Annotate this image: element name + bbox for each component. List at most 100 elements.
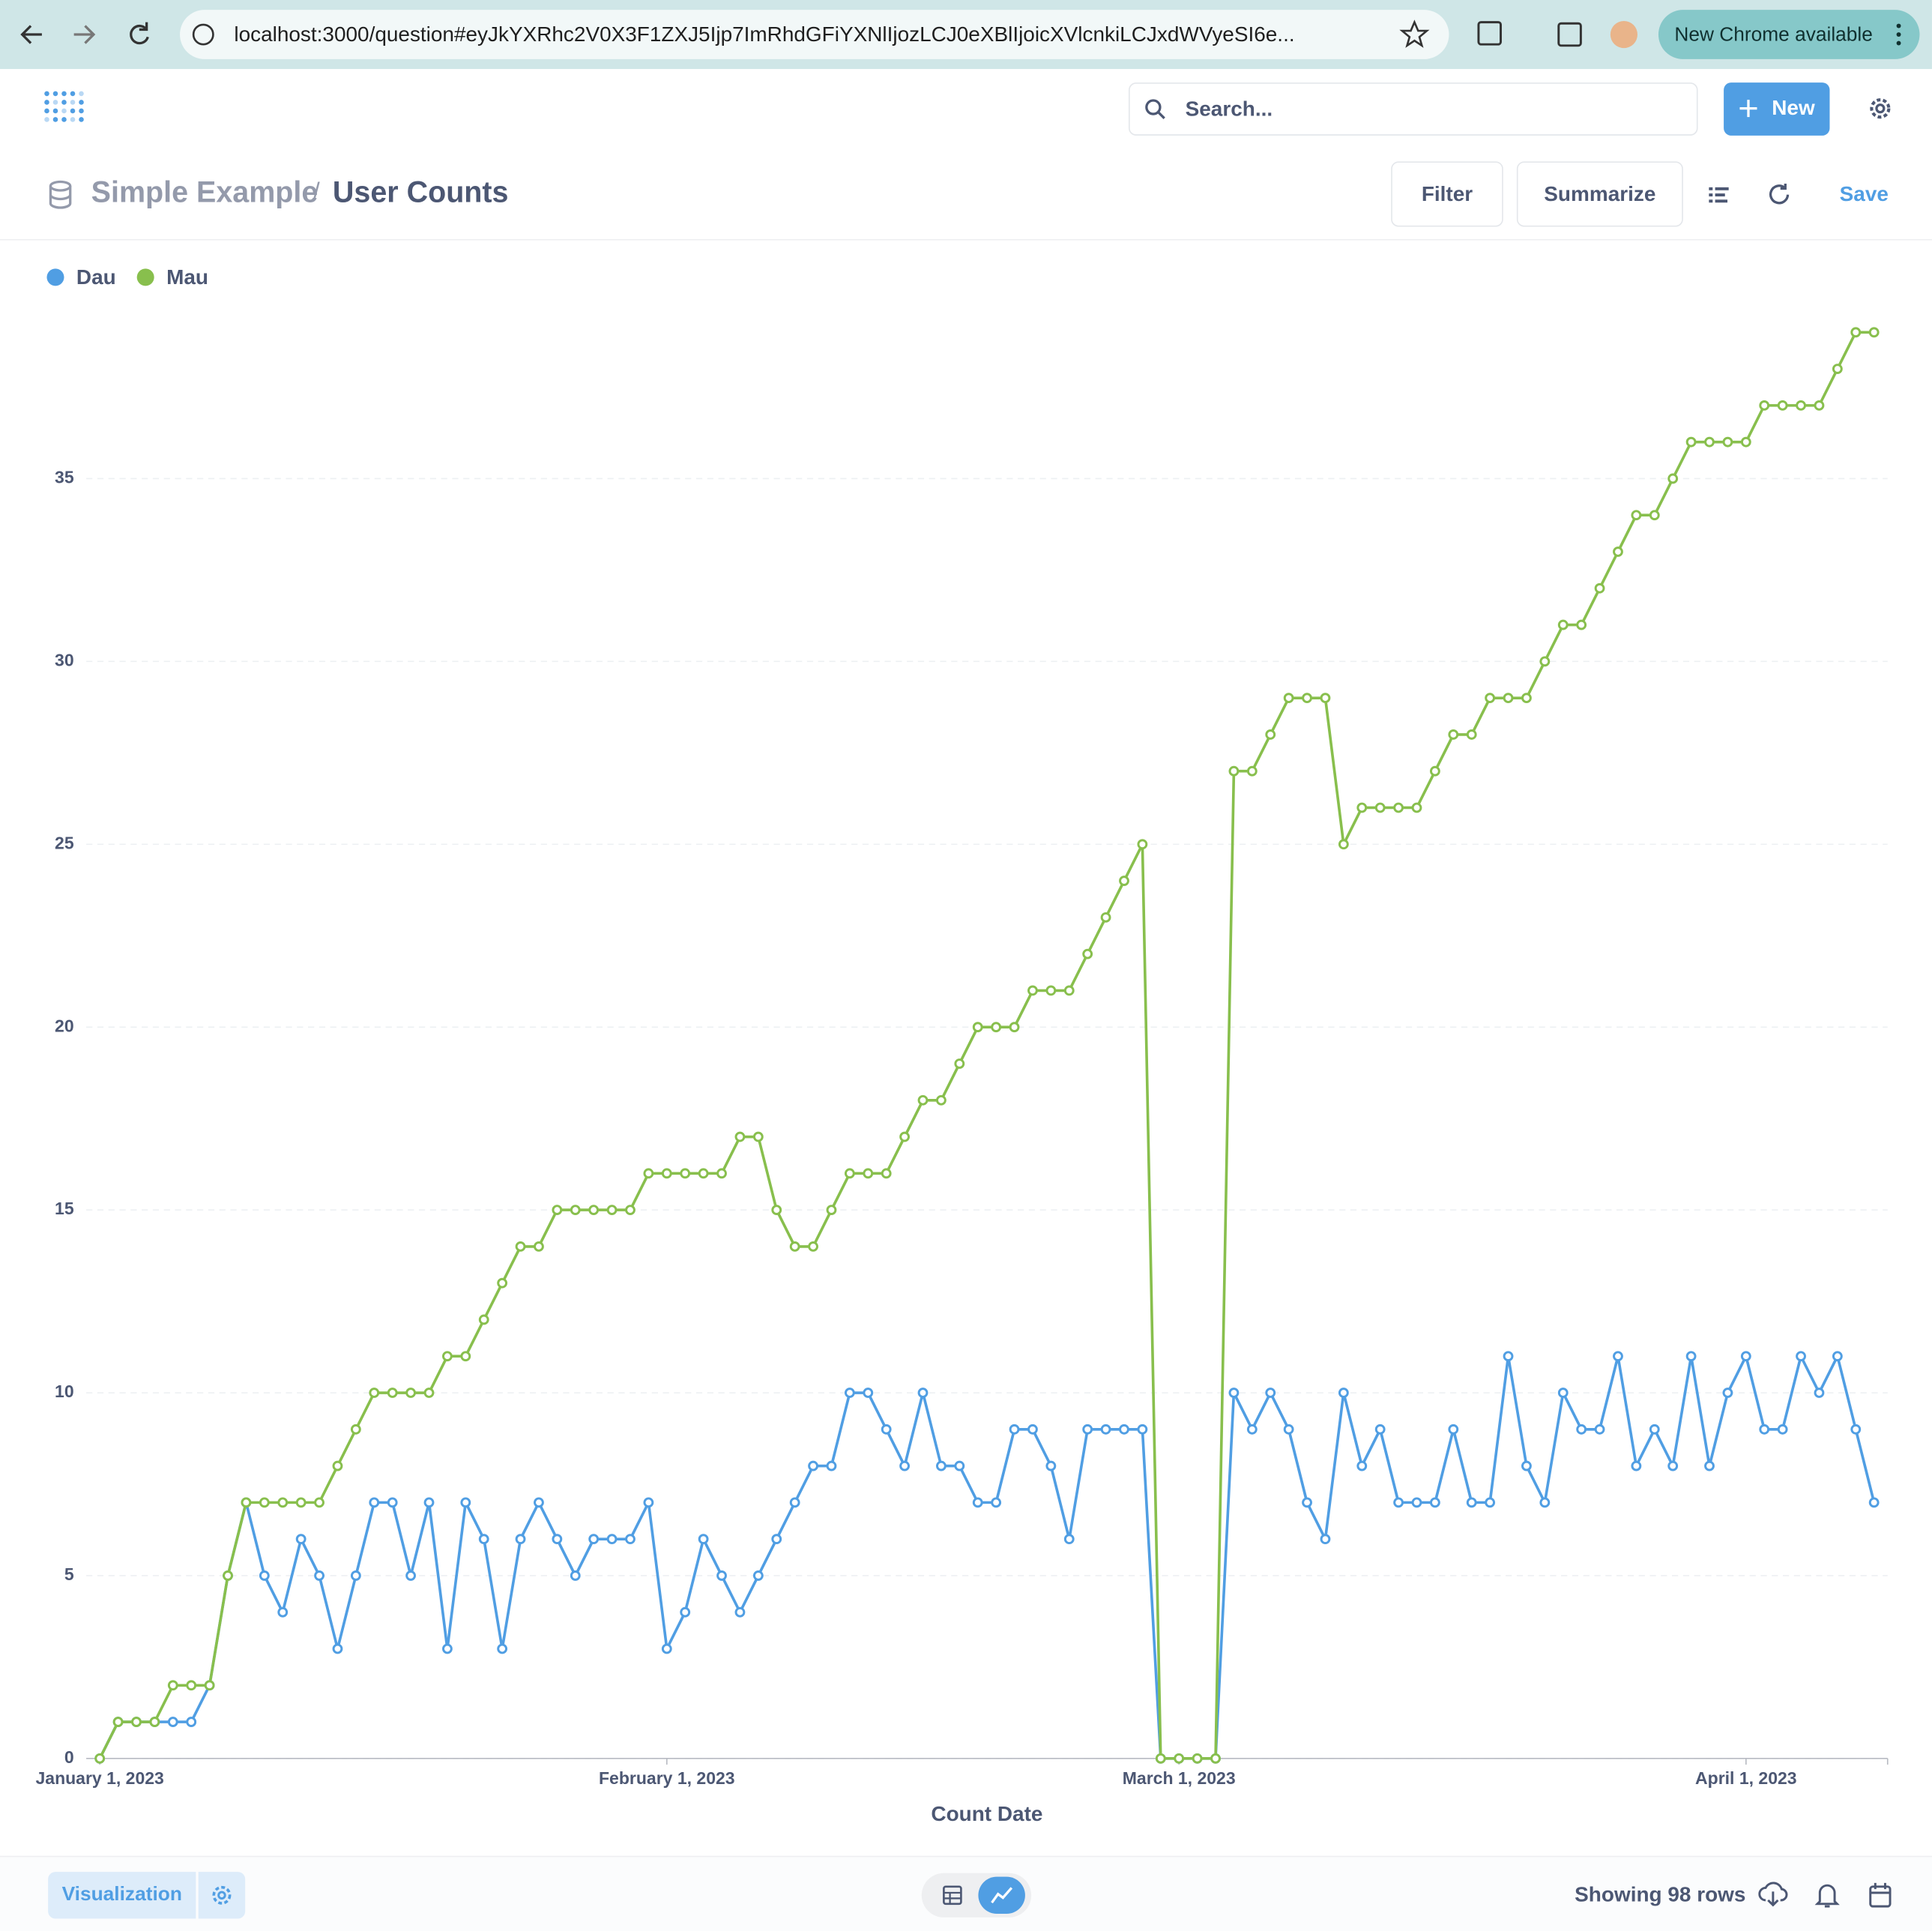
data-point — [1027, 985, 1038, 996]
data-point — [1045, 985, 1057, 996]
viz-settings-button[interactable] — [198, 1872, 246, 1919]
data-point — [1265, 729, 1276, 740]
data-point — [752, 1570, 764, 1581]
reload-button[interactable] — [130, 22, 149, 45]
divider — [0, 238, 1932, 241]
data-point — [1868, 1497, 1880, 1508]
data-point — [405, 1388, 417, 1398]
data-point — [1338, 839, 1349, 850]
settings-icon[interactable] — [1868, 96, 1892, 121]
x-tick-label: April 1, 2023 — [1695, 1768, 1797, 1788]
data-point — [808, 1241, 818, 1252]
data-point — [314, 1497, 324, 1508]
data-point — [588, 1205, 600, 1216]
notebook-icon[interactable] — [1708, 185, 1730, 205]
data-point — [1594, 582, 1605, 594]
side-panel-icon[interactable] — [1557, 22, 1582, 47]
data-point — [1557, 619, 1569, 630]
data-point — [936, 1460, 947, 1471]
series-line — [98, 1355, 1876, 1760]
data-point — [1503, 693, 1514, 704]
alert-icon[interactable] — [1814, 1882, 1840, 1909]
summarize-button[interactable]: Summarize — [1516, 161, 1683, 227]
data-point — [534, 1241, 544, 1252]
data-point — [478, 1314, 489, 1325]
profile-avatar[interactable] — [1610, 20, 1638, 49]
refresh-icon[interactable] — [1767, 182, 1792, 207]
data-point — [1448, 1424, 1459, 1435]
data-point — [1796, 400, 1806, 411]
download-icon[interactable] — [1758, 1881, 1788, 1908]
data-point — [789, 1241, 800, 1252]
data-point — [661, 1643, 672, 1654]
data-point — [515, 1534, 526, 1545]
forward-button[interactable] — [73, 25, 96, 44]
data-point — [1814, 400, 1825, 411]
site-info-icon[interactable] — [192, 23, 214, 46]
address-bar[interactable] — [180, 10, 1449, 59]
save-button[interactable]: Save — [1839, 182, 1889, 206]
data-point — [149, 1717, 160, 1727]
data-point — [1759, 400, 1770, 411]
data-point — [1539, 1497, 1551, 1508]
table-view-icon[interactable] — [943, 1885, 962, 1906]
data-point — [1320, 693, 1331, 704]
data-point — [1411, 1497, 1422, 1508]
search-box[interactable]: Search... — [1128, 82, 1698, 136]
chart-view-button[interactable] — [978, 1876, 1025, 1914]
legend-label: Dau — [76, 265, 116, 289]
data-point — [552, 1534, 563, 1545]
filter-button[interactable]: Filter — [1391, 161, 1503, 227]
update-text: New Chrome available — [1674, 23, 1873, 46]
data-point — [1448, 729, 1459, 740]
data-point — [1485, 1497, 1496, 1508]
data-point — [515, 1241, 526, 1252]
data-point — [1557, 1388, 1569, 1398]
update-button[interactable] — [1658, 10, 1920, 59]
data-point — [606, 1534, 618, 1545]
data-point — [1302, 693, 1312, 704]
data-point — [369, 1497, 380, 1508]
url-text: localhost:3000/question#eyJkYXRhc2V0X3F1… — [234, 22, 1294, 46]
extensions-icon[interactable] — [1477, 21, 1502, 46]
data-point — [1576, 619, 1587, 630]
data-point — [917, 1094, 929, 1106]
new-button[interactable]: New — [1724, 82, 1830, 136]
data-point — [1868, 327, 1880, 338]
y-tick-label: 15 — [55, 1199, 74, 1218]
question-title[interactable]: User Counts — [332, 176, 509, 210]
data-point — [1704, 436, 1715, 448]
data-point — [1796, 1351, 1806, 1362]
data-point — [1246, 1424, 1258, 1435]
bookmark-icon[interactable] — [1399, 19, 1430, 48]
data-point — [1521, 1460, 1532, 1471]
data-point — [1740, 1351, 1751, 1362]
data-point — [972, 1497, 983, 1508]
visualization-button[interactable]: Visualization — [48, 1872, 196, 1919]
data-point — [1265, 1388, 1276, 1398]
data-point — [167, 1717, 178, 1727]
data-point — [954, 1460, 965, 1471]
data-point — [497, 1277, 508, 1289]
data-point — [698, 1168, 709, 1179]
data-point — [863, 1168, 874, 1179]
chart: Dau Mau 0 5 10 15 20 25 30 35 January 1, 2023 Febru… — [35, 265, 1889, 1825]
data-point — [295, 1497, 307, 1508]
data-point — [112, 1717, 124, 1727]
x-tick-label: March 1, 2023 — [1123, 1768, 1236, 1788]
data-point — [259, 1497, 270, 1508]
data-point — [991, 1497, 1002, 1508]
back-button[interactable] — [20, 25, 42, 44]
series-line — [98, 331, 1874, 1760]
schedule-icon[interactable] — [1868, 1882, 1892, 1909]
collection-name[interactable]: Simple Example — [91, 176, 319, 210]
data-point — [917, 1388, 929, 1398]
search-placeholder: Search... — [1185, 97, 1273, 121]
legend-label: Mau — [166, 265, 208, 289]
data-point — [643, 1497, 654, 1508]
data-point — [1667, 473, 1679, 484]
data-point — [588, 1534, 600, 1545]
data-point — [497, 1643, 508, 1654]
data-point — [442, 1351, 453, 1362]
